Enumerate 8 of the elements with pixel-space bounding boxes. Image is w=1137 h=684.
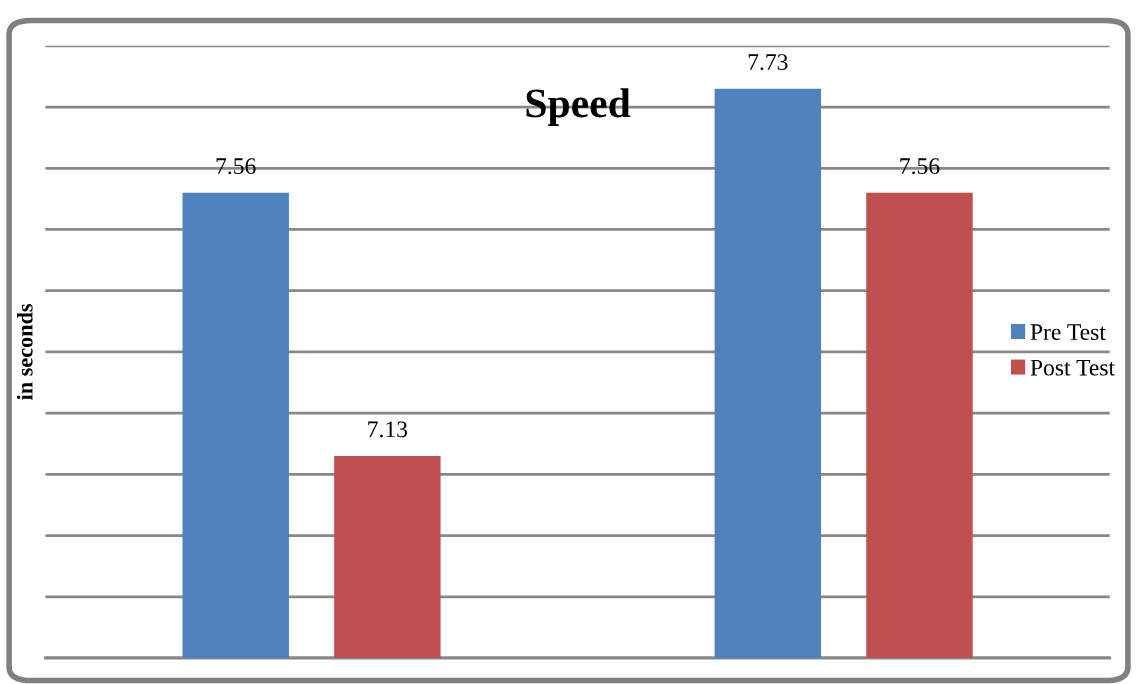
data-label: 7.73 [748,54,788,71]
y-axis-title: in seconds [16,303,33,400]
legend-label: Pre Test [1030,324,1106,341]
data-label: 7.56 [216,158,256,175]
data-label: 7.13 [368,421,408,438]
legend-label: Post Test [1030,359,1115,376]
text: Speed [526,88,631,126]
data-label: 7.56 [900,158,940,175]
